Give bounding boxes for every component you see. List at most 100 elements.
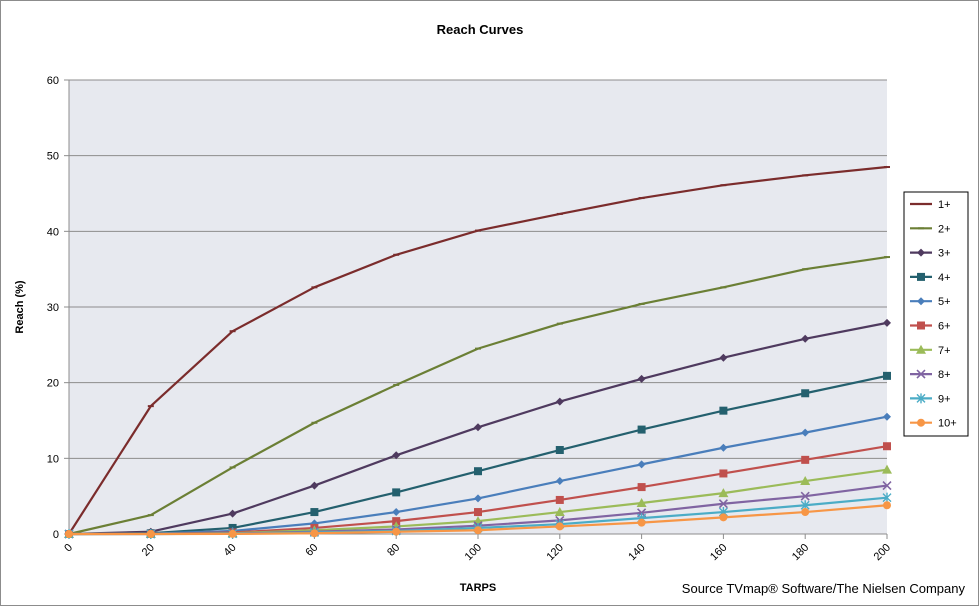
legend-marker: [917, 418, 925, 427]
data-point: [637, 518, 646, 527]
x-tick-label: 100: [463, 542, 484, 563]
legend-label: 3+: [938, 248, 951, 260]
data-point: [801, 334, 810, 343]
data-point: [636, 497, 647, 507]
data-point: [392, 451, 401, 460]
data-point: [801, 428, 810, 437]
data-point: [474, 494, 482, 503]
data-point: [637, 425, 646, 434]
data-point: [883, 501, 891, 510]
legend-marker: [917, 248, 925, 257]
data-point: [800, 491, 810, 501]
legend-label: 9+: [938, 393, 951, 405]
data-point: [719, 406, 728, 415]
data-point: [637, 374, 646, 383]
legend-label: 7+: [938, 345, 951, 357]
legend-items: 1+ 2+ 3+ 4+ 5+ 6+ 7+ 8+ 9+ 10+: [910, 199, 957, 430]
legend-item: 10+: [910, 418, 957, 430]
y-tick-label: 0: [53, 529, 59, 541]
source-note: Source TVmap® Software/The Nielsen Compa…: [682, 581, 966, 596]
data-point: [474, 423, 482, 432]
data-point: [555, 477, 564, 486]
legend-marker: [916, 369, 926, 379]
y-axis-title: Reach (%): [14, 280, 26, 334]
data-point: [310, 529, 319, 538]
legend-label: 8+: [938, 369, 951, 381]
legend-marker: [917, 297, 925, 306]
data-point: [719, 469, 728, 478]
data-point: [883, 371, 891, 380]
y-tick-label: 60: [47, 75, 59, 87]
chart-title: Reach Curves: [437, 22, 524, 37]
data-point: [883, 412, 891, 421]
data-point: [310, 481, 319, 490]
data-point: [228, 529, 237, 538]
legend-label: 1+: [938, 199, 951, 211]
data-point: [146, 530, 155, 538]
legend: 1+ 2+ 3+ 4+ 5+ 6+ 7+ 8+ 9+ 10+: [903, 191, 969, 437]
data-point: [228, 509, 237, 518]
data-point: [801, 389, 810, 398]
data-point: [474, 526, 482, 535]
legend-item: 8+: [910, 369, 951, 381]
legend-item: 2+: [910, 223, 951, 235]
data-point: [883, 318, 891, 327]
x-tick-label: 120: [544, 542, 565, 563]
y-tick-label: 30: [47, 302, 59, 314]
data-point: [392, 508, 401, 517]
data-point: [800, 476, 811, 486]
y-tick-label: 20: [47, 378, 59, 390]
x-tick-label: 80: [385, 542, 402, 559]
x-tick-label: 180: [790, 542, 811, 563]
data-point: [637, 460, 646, 469]
series-10+: [65, 501, 891, 538]
legend-label: 4+: [938, 272, 951, 284]
y-tick-label: 10: [47, 453, 59, 465]
legend-item: 4+: [910, 272, 951, 284]
data-point: [555, 397, 564, 406]
legend-label: 6+: [938, 321, 951, 333]
x-tick-label: 140: [626, 542, 647, 563]
data-point: [718, 488, 729, 498]
series-1+: [66, 165, 890, 535]
legend-box: [903, 191, 969, 437]
legend-label: 10+: [938, 418, 957, 430]
data-point: [555, 522, 564, 531]
data-point: [392, 488, 401, 497]
legend-item: 7+: [910, 344, 951, 357]
data-point: [555, 495, 564, 504]
series-layer: [64, 165, 892, 539]
data-point: [310, 508, 319, 517]
legend-item: 5+: [910, 296, 951, 308]
x-tick-label: 40: [222, 542, 239, 559]
data-point: [882, 481, 892, 491]
data-point: [637, 483, 646, 492]
legend-item: 9+: [910, 393, 951, 405]
data-point: [719, 513, 728, 522]
legend-marker: [917, 272, 925, 281]
legend-marker: [916, 344, 926, 354]
data-point: [392, 517, 401, 526]
y-tick-label: 50: [47, 151, 59, 163]
data-point: [474, 467, 482, 476]
data-point: [801, 508, 810, 517]
x-tick-label: 0: [62, 542, 75, 555]
y-tick-label: 40: [47, 226, 59, 238]
x-tick-label: 20: [140, 542, 157, 559]
data-point: [801, 455, 810, 464]
legend-label: 5+: [938, 296, 951, 308]
data-point: [883, 442, 891, 451]
data-point: [474, 508, 482, 517]
data-point: [882, 464, 892, 474]
x-tick-label: 60: [303, 542, 320, 559]
data-point: [555, 446, 564, 455]
legend-label: 2+: [938, 223, 951, 235]
legend-marker: [916, 393, 926, 404]
data-point: [719, 353, 728, 362]
data-point: [718, 499, 728, 509]
data-point: [554, 507, 565, 517]
data-point: [65, 530, 73, 538]
x-axis-title: TARPS: [460, 582, 496, 594]
legend-marker: [917, 321, 925, 330]
